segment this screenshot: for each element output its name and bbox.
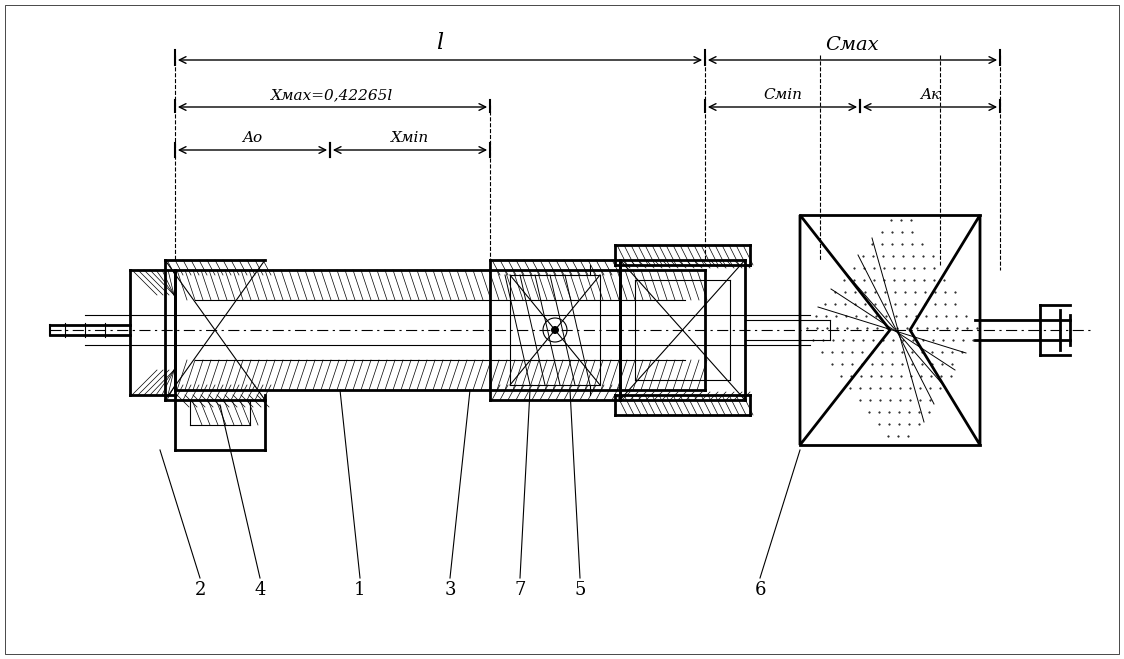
Text: Cмin: Cмin (763, 88, 803, 102)
Text: Xмin: Xмin (391, 131, 429, 145)
Text: 3: 3 (444, 581, 455, 599)
Text: l: l (436, 32, 444, 54)
Text: 1: 1 (354, 581, 365, 599)
Circle shape (551, 326, 559, 334)
Text: Aо: Aо (243, 131, 263, 145)
Text: Aк: Aк (919, 88, 940, 102)
Text: 5: 5 (574, 581, 586, 599)
Text: Xмax=0,42265l: Xмax=0,42265l (271, 88, 393, 102)
Text: 6: 6 (754, 581, 765, 599)
Text: 4: 4 (254, 581, 265, 599)
Text: 2: 2 (194, 581, 206, 599)
Text: 7: 7 (515, 581, 526, 599)
Text: Cмax: Cмax (826, 36, 879, 54)
